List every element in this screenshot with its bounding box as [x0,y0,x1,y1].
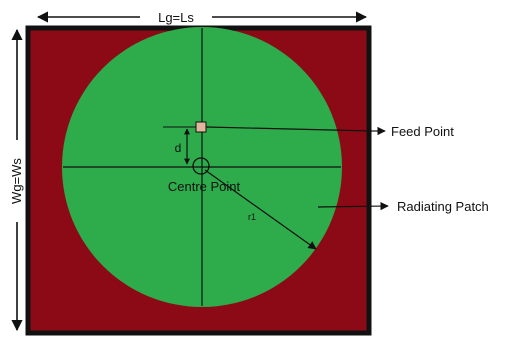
feed-point-marker [195,121,207,133]
centre-point-marker [192,157,210,175]
radius-label: r1 [248,212,256,222]
radiating-patch-label: Radiating Patch [397,199,489,214]
length-label: Lg=Ls [158,10,194,25]
feed-point-leader [205,126,373,132]
centre-point-label: Centre Point [168,179,241,194]
radiating-patch-arrow [317,201,389,211]
width-label: Wg=Ws [9,158,24,204]
offset-label: d [175,141,182,155]
radius-line [204,169,317,250]
feed-point-label: Feed Point [391,124,454,139]
